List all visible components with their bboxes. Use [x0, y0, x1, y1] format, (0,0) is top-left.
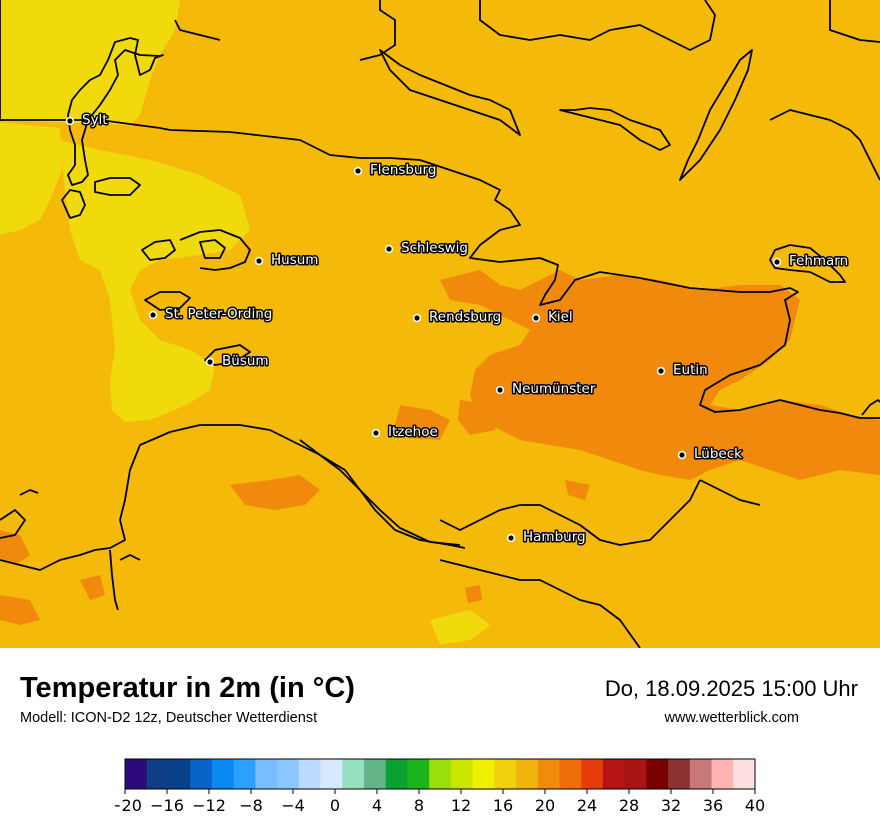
legend-tick-label: 4: [372, 796, 382, 815]
city-marker-dot: [656, 366, 666, 376]
legend-swatch: [342, 759, 365, 789]
cool-temperature-zone: [0, 0, 490, 645]
legend-swatch: [602, 759, 626, 789]
legend-tick-label: −20: [115, 796, 142, 815]
temperature-legend: −20 −16 −12 −8 −4 0 4 8 12 16 20 24 28 32 36 40: [115, 758, 765, 815]
forecast-datetime: Do, 18.09.2025 15:00 Uhr: [604, 676, 858, 701]
legend-swatches: [124, 758, 756, 790]
legend-tick-label: 8: [414, 796, 424, 815]
city-label: Schleswig: [401, 240, 468, 256]
city-marker-dot: [254, 256, 264, 266]
city-marker-dot: [677, 450, 687, 460]
legend-tick-label: −4: [281, 796, 305, 815]
city-label: Itzehoe: [388, 424, 438, 440]
city-marker-dot: [65, 116, 75, 126]
legend-swatch: [211, 759, 235, 789]
legend-swatch: [494, 759, 517, 789]
city-markers: Sylt Flensburg Schleswig Husum Fehmarn St. Pe…: [65, 111, 850, 547]
city-marker-dot: [412, 313, 422, 323]
city-label: Eutin: [673, 362, 708, 378]
legend-swatch: [190, 759, 213, 789]
city-marker-dot: [531, 313, 541, 323]
legend-tick-label: 28: [619, 796, 639, 815]
legend-swatch: [668, 759, 691, 789]
legend-swatch: [516, 759, 539, 789]
city-label: Hamburg: [523, 529, 586, 545]
map-title: Temperatur in 2m (in °C): [20, 672, 355, 704]
legend-swatch: [450, 759, 474, 789]
city-label: Flensburg: [370, 162, 436, 178]
city-marker-dot: [772, 257, 782, 267]
city-label: St. Peter-Ording: [165, 306, 272, 322]
legend-swatch: [407, 759, 430, 789]
city-marker-dot: [371, 428, 381, 438]
legend-tick-label: −12: [192, 796, 226, 815]
legend-swatch: [537, 759, 560, 789]
city-label: Neumünster: [512, 381, 596, 397]
city-marker-dot: [495, 385, 505, 395]
legend-tick-label: 24: [577, 796, 597, 815]
legend-swatch: [559, 759, 582, 789]
legend-tick-label: 36: [703, 796, 723, 815]
legend-swatch: [733, 759, 756, 789]
legend-frame: [124, 758, 756, 790]
city-marker-dot: [148, 310, 158, 320]
legend-tick-label: 12: [451, 796, 471, 815]
legend-swatch: [277, 759, 300, 789]
legend-swatch: [363, 759, 387, 789]
legend-swatch: [233, 759, 256, 789]
city-label: Husum: [271, 252, 318, 268]
legend-swatch: [711, 759, 734, 789]
model-subtitle: Modell: ICON-D2 12z, Deutscher Wetterdie…: [20, 710, 318, 726]
city-label: Sylt: [82, 112, 108, 128]
legend-swatch: [472, 759, 495, 789]
legend-swatch: [385, 759, 408, 789]
legend-swatch: [168, 759, 191, 789]
legend-swatch: [689, 759, 713, 789]
city-marker-dot: [506, 533, 516, 543]
website-link[interactable]: www.wetterblick.com: [664, 710, 799, 726]
legend-swatch: [624, 759, 647, 789]
legend-swatch: [646, 759, 669, 789]
legend-tick-label: −8: [239, 796, 263, 815]
legend-swatch: [298, 759, 322, 789]
legend-swatch: [255, 759, 278, 789]
city-marker-dot: [205, 357, 215, 367]
city-label: Rendsburg: [429, 309, 501, 325]
legend-swatch: [320, 759, 343, 789]
legend-tick-label: −16: [150, 796, 184, 815]
legend-tick-label: 0: [330, 796, 340, 815]
legend-tick-label: 16: [493, 796, 513, 815]
city-label: Lübeck: [694, 446, 742, 462]
city-label: Fehmarn: [789, 253, 848, 269]
legend-tick-label: 32: [661, 796, 681, 815]
coastlines-and-borders: [0, 0, 880, 648]
legend-tick-label: 20: [535, 796, 555, 815]
city-marker-dot: [353, 166, 363, 176]
city-label: Büsum: [222, 353, 269, 369]
legend-swatch: [125, 759, 148, 789]
legend-ticks: −20 −16 −12 −8 −4 0 4 8 12 16 20 24 28 32 36 40: [115, 789, 765, 815]
city-marker-dot: [384, 244, 394, 254]
temperature-map: Sylt Flensburg Schleswig Husum Fehmarn St. Pe…: [0, 0, 880, 648]
legend-swatch: [429, 759, 452, 789]
legend-swatch: [581, 759, 604, 789]
city-label: Kiel: [548, 309, 573, 325]
legend-tick-label: 40: [745, 796, 765, 815]
legend-swatch: [146, 759, 169, 789]
